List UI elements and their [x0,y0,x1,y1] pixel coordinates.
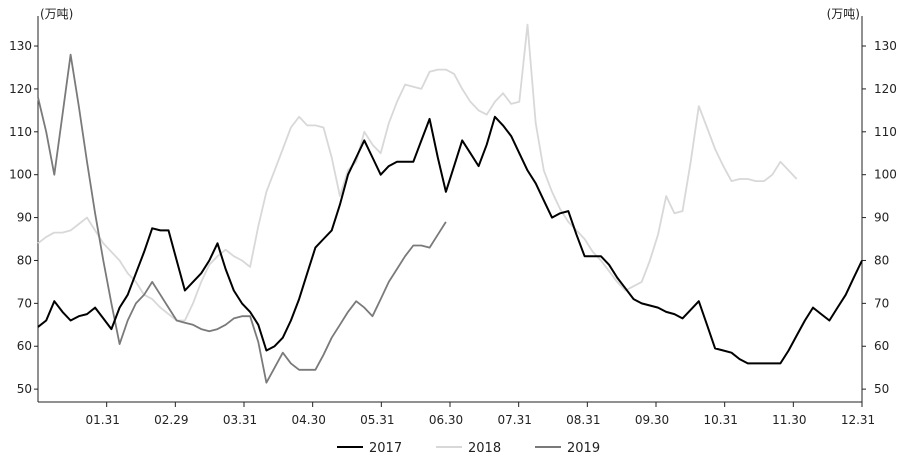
right-y-tick-label: 90 [874,211,889,225]
right-y-tick-label: 80 [874,253,889,267]
left-y-tick-label: 120 [9,82,32,96]
x-tick-label: 03.31 [223,413,257,427]
x-tick-label: 08.31 [566,413,600,427]
right-y-tick-label: 50 [874,382,889,396]
left-y-tick-label: 90 [17,211,32,225]
x-tick-label: 04.30 [291,413,325,427]
right-y-tick-label: 110 [874,125,897,139]
x-tick-label: 11.30 [772,413,806,427]
series-line-2018 [37,23,798,322]
left-y-tick-label: 50 [17,382,32,396]
legend-label-2018: 2018 [468,441,501,456]
right-y-tick-label: 130 [874,39,897,53]
x-tick-label: 07.31 [497,413,531,427]
x-tick-label: 02.29 [154,413,188,427]
x-tick-label: 06.30 [429,413,463,427]
right-y-tick-label: 100 [874,168,897,182]
x-tick-label: 05.31 [360,413,394,427]
axes: (万吨) (万吨) [37,7,863,403]
x-tick-label: 12.31 [841,413,875,427]
left-y-tick-label: 80 [17,253,32,267]
right-y-tick-label: 60 [874,339,889,353]
legend-label-2017: 2017 [369,441,402,456]
left-y-tick-label: 130 [9,39,32,53]
series-line-2019 [37,53,447,384]
x-tick-label: 10.31 [703,413,737,427]
right-y-tick-label: 70 [874,296,889,310]
legend-label-2019: 2019 [567,441,600,456]
x-tick-label: 09.30 [635,413,669,427]
right-unit-label: (万吨) [827,7,860,21]
left-y-tick-label: 70 [17,296,32,310]
legend: 2017 2018 2019 [337,441,600,456]
left-y-tick-label: 100 [9,168,32,182]
left-y-ticks: 50 60 70 80 90 100 110 120 130 [9,39,38,396]
right-y-ticks: 50 60 70 80 90 100 110 120 130 [862,39,897,396]
x-axis-ticks: 01.31 02.29 03.31 04.30 05.31 06.30 07.31 08.31… [85,402,875,427]
left-y-tick-label: 110 [9,125,32,139]
x-tick-label: 01.31 [85,413,119,427]
left-y-tick-label: 60 [17,339,32,353]
series-line-2017 [37,115,863,365]
series-lines [37,23,863,384]
left-unit-label: (万吨) [40,7,73,21]
right-y-tick-label: 120 [874,82,897,96]
